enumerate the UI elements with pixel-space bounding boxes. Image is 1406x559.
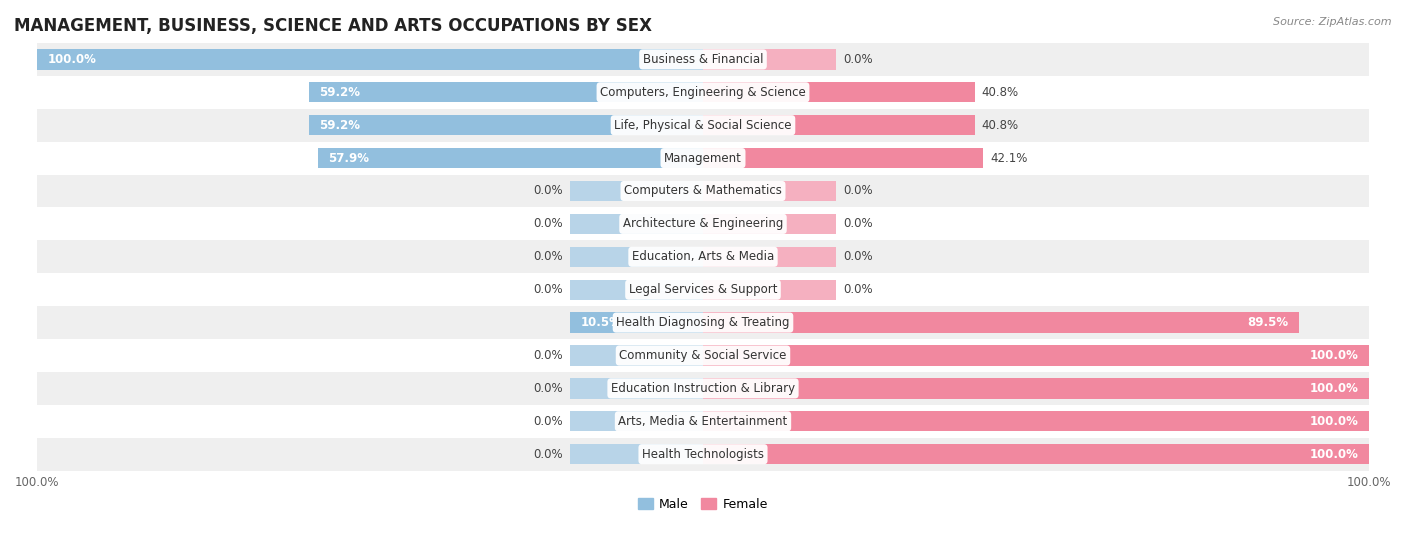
Text: 0.0%: 0.0% — [533, 217, 564, 230]
Bar — [703, 82, 974, 102]
Text: 100.0%: 100.0% — [1309, 349, 1358, 362]
Bar — [37, 273, 1369, 306]
Text: 59.2%: 59.2% — [319, 119, 360, 132]
Text: MANAGEMENT, BUSINESS, SCIENCE AND ARTS OCCUPATIONS BY SEX: MANAGEMENT, BUSINESS, SCIENCE AND ARTS O… — [14, 17, 652, 35]
Text: 0.0%: 0.0% — [533, 250, 564, 263]
Bar — [37, 405, 1369, 438]
Legend: Male, Female: Male, Female — [633, 492, 773, 516]
Bar — [37, 438, 1369, 471]
Bar — [37, 49, 703, 70]
Bar — [703, 49, 837, 70]
Text: 0.0%: 0.0% — [533, 349, 564, 362]
Bar — [37, 372, 1369, 405]
Text: 42.1%: 42.1% — [990, 151, 1028, 164]
Text: 100.0%: 100.0% — [48, 53, 97, 66]
Text: Computers & Mathematics: Computers & Mathematics — [624, 184, 782, 197]
Text: 0.0%: 0.0% — [533, 184, 564, 197]
Bar — [569, 214, 703, 234]
Text: Business & Financial: Business & Financial — [643, 53, 763, 66]
Bar — [37, 207, 1369, 240]
Bar — [37, 109, 1369, 141]
Text: 0.0%: 0.0% — [842, 250, 873, 263]
Bar — [318, 148, 703, 168]
Bar — [309, 115, 703, 135]
Text: Architecture & Engineering: Architecture & Engineering — [623, 217, 783, 230]
Text: 0.0%: 0.0% — [533, 283, 564, 296]
Bar — [703, 115, 974, 135]
Text: 59.2%: 59.2% — [319, 86, 360, 99]
Text: 0.0%: 0.0% — [842, 53, 873, 66]
Text: Community & Social Service: Community & Social Service — [619, 349, 787, 362]
Bar — [569, 411, 703, 432]
Text: 0.0%: 0.0% — [842, 217, 873, 230]
Bar — [37, 240, 1369, 273]
Bar — [37, 174, 1369, 207]
Text: 40.8%: 40.8% — [981, 119, 1018, 132]
Bar — [703, 214, 837, 234]
Bar — [569, 378, 703, 399]
Bar — [703, 444, 1369, 465]
Bar — [703, 280, 837, 300]
Text: 0.0%: 0.0% — [842, 283, 873, 296]
Text: Education Instruction & Library: Education Instruction & Library — [612, 382, 794, 395]
Bar — [569, 247, 703, 267]
Text: Health Technologists: Health Technologists — [643, 448, 763, 461]
Text: 100.0%: 100.0% — [1309, 415, 1358, 428]
Bar — [703, 411, 1369, 432]
Text: Health Diagnosing & Treating: Health Diagnosing & Treating — [616, 316, 790, 329]
Text: 0.0%: 0.0% — [533, 382, 564, 395]
Bar — [37, 339, 1369, 372]
Text: 0.0%: 0.0% — [533, 448, 564, 461]
Text: 0.0%: 0.0% — [533, 415, 564, 428]
Text: 100.0%: 100.0% — [1309, 382, 1358, 395]
Text: Management: Management — [664, 151, 742, 164]
Text: Computers, Engineering & Science: Computers, Engineering & Science — [600, 86, 806, 99]
Text: 0.0%: 0.0% — [842, 184, 873, 197]
Bar — [569, 312, 703, 333]
Text: 89.5%: 89.5% — [1247, 316, 1288, 329]
Bar — [37, 306, 1369, 339]
Text: 100.0%: 100.0% — [1309, 448, 1358, 461]
Bar — [703, 378, 1369, 399]
Text: Source: ZipAtlas.com: Source: ZipAtlas.com — [1274, 17, 1392, 27]
Bar — [37, 76, 1369, 109]
Bar — [569, 181, 703, 201]
Bar — [309, 82, 703, 102]
Bar — [569, 280, 703, 300]
Bar — [703, 312, 1299, 333]
Bar — [37, 43, 1369, 76]
Text: 57.9%: 57.9% — [328, 151, 370, 164]
Bar — [37, 141, 1369, 174]
Bar — [569, 345, 703, 366]
Text: Arts, Media & Entertainment: Arts, Media & Entertainment — [619, 415, 787, 428]
Bar — [569, 444, 703, 465]
Text: Life, Physical & Social Science: Life, Physical & Social Science — [614, 119, 792, 132]
Text: Education, Arts & Media: Education, Arts & Media — [631, 250, 775, 263]
Bar — [703, 247, 837, 267]
Bar — [703, 181, 837, 201]
Text: 40.8%: 40.8% — [981, 86, 1018, 99]
Text: Legal Services & Support: Legal Services & Support — [628, 283, 778, 296]
Bar — [703, 345, 1369, 366]
Text: 10.5%: 10.5% — [581, 316, 621, 329]
Bar — [703, 148, 983, 168]
